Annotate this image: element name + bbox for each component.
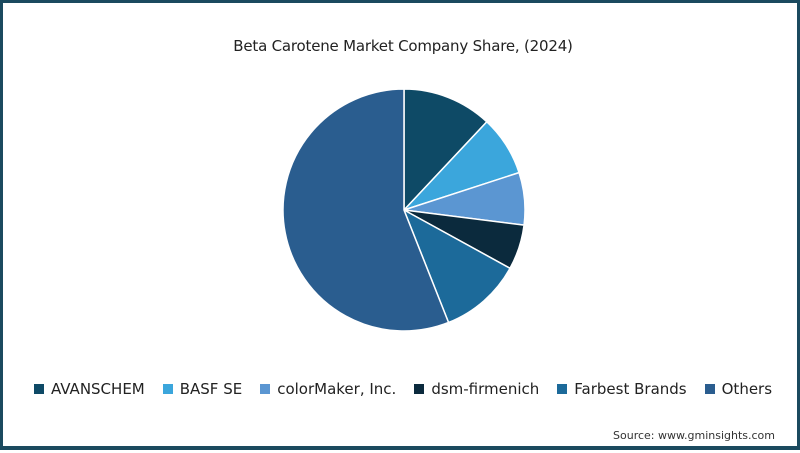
legend-item-others: Others bbox=[704, 380, 773, 398]
chart-legend: AVANSCHEM BASF SE colorMaker, Inc. dsm-f… bbox=[3, 380, 800, 398]
legend-item-avanschem: AVANSCHEM bbox=[33, 380, 145, 398]
legend-swatch-icon bbox=[557, 384, 568, 394]
source-note: Source: www.gminsights.com bbox=[613, 429, 775, 442]
legend-label: colorMaker, Inc. bbox=[277, 380, 397, 398]
legend-swatch-icon bbox=[704, 384, 715, 394]
legend-label: BASF SE bbox=[179, 380, 243, 398]
legend-swatch-icon bbox=[162, 384, 173, 394]
pie-slice-avanschem bbox=[403, 88, 488, 211]
pie-slice-farbest-brands bbox=[403, 209, 511, 324]
legend-swatch-icon bbox=[260, 384, 271, 394]
legend-label: dsm-firmenich bbox=[431, 380, 540, 398]
legend-label: Farbest Brands bbox=[574, 380, 687, 398]
legend-item-colormaker: colorMaker, Inc. bbox=[260, 380, 396, 398]
legend-swatch-icon bbox=[414, 384, 425, 394]
legend-label: AVANSCHEM bbox=[50, 380, 145, 398]
legend-label: Others bbox=[721, 380, 773, 398]
legend-item-dsm-firmenich: dsm-firmenich bbox=[414, 380, 539, 398]
pie-slices bbox=[282, 88, 526, 332]
legend-item-farbest-brands: Farbest Brands bbox=[557, 380, 687, 398]
pie-chart bbox=[282, 88, 526, 332]
legend-swatch-icon bbox=[33, 384, 44, 394]
pie-slice-others bbox=[282, 88, 450, 332]
chart-title: Beta Carotene Market Company Share, (202… bbox=[233, 37, 573, 55]
legend-item-basf-se: BASF SE bbox=[162, 380, 243, 398]
